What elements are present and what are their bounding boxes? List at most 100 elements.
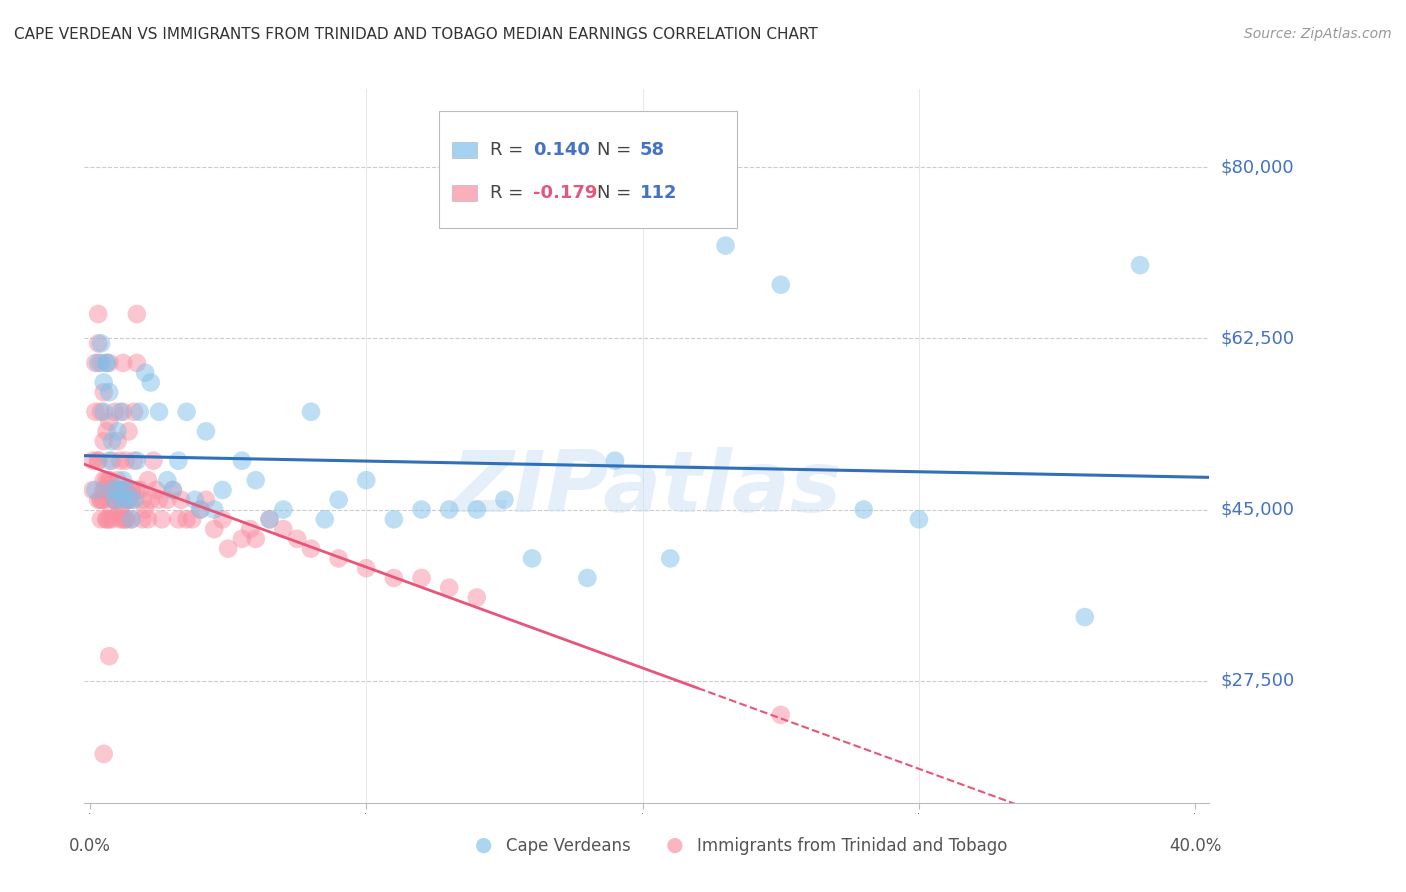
Point bbox=[98, 385, 121, 400]
Point bbox=[354, 473, 377, 487]
Point bbox=[194, 425, 217, 439]
Text: 0.140: 0.140 bbox=[533, 141, 591, 159]
FancyBboxPatch shape bbox=[453, 142, 477, 158]
Point bbox=[150, 512, 173, 526]
Text: $62,500: $62,500 bbox=[1220, 329, 1295, 348]
Point bbox=[239, 522, 262, 536]
Point bbox=[112, 483, 135, 497]
Point bbox=[382, 571, 405, 585]
Point bbox=[107, 483, 129, 497]
Point bbox=[107, 425, 129, 439]
Point bbox=[120, 512, 142, 526]
Point bbox=[908, 512, 931, 526]
Point bbox=[134, 366, 156, 380]
Point bbox=[299, 405, 322, 419]
Point bbox=[125, 356, 148, 370]
Point bbox=[139, 492, 162, 507]
Point bbox=[131, 512, 153, 526]
Text: $80,000: $80,000 bbox=[1220, 159, 1294, 177]
Point bbox=[112, 473, 135, 487]
Point bbox=[190, 502, 212, 516]
Point bbox=[603, 453, 626, 467]
Point bbox=[231, 532, 253, 546]
Point bbox=[96, 356, 118, 370]
Point bbox=[1129, 258, 1152, 272]
Point bbox=[110, 512, 132, 526]
Point bbox=[273, 522, 295, 536]
Point bbox=[84, 483, 107, 497]
Point bbox=[211, 512, 233, 526]
Point bbox=[314, 512, 336, 526]
Point bbox=[411, 571, 433, 585]
Point bbox=[162, 483, 184, 497]
Point bbox=[125, 453, 148, 467]
Point bbox=[112, 512, 135, 526]
Point bbox=[98, 649, 121, 664]
Point bbox=[465, 591, 488, 605]
Point bbox=[167, 512, 190, 526]
Point bbox=[128, 483, 150, 497]
Text: CAPE VERDEAN VS IMMIGRANTS FROM TRINIDAD AND TOBAGO MEDIAN EARNINGS CORRELATION : CAPE VERDEAN VS IMMIGRANTS FROM TRINIDAD… bbox=[14, 27, 818, 42]
Point bbox=[87, 356, 110, 370]
Point bbox=[114, 483, 136, 497]
Point bbox=[96, 425, 118, 439]
Point bbox=[120, 483, 142, 497]
Point bbox=[328, 551, 350, 566]
Point bbox=[259, 512, 281, 526]
Point bbox=[285, 532, 308, 546]
Point bbox=[125, 307, 148, 321]
Text: 112: 112 bbox=[640, 184, 678, 202]
Point bbox=[231, 453, 253, 467]
Point bbox=[273, 502, 295, 516]
Point bbox=[437, 581, 460, 595]
Point bbox=[125, 483, 148, 497]
Point bbox=[202, 502, 225, 516]
Text: 40.0%: 40.0% bbox=[1170, 837, 1222, 855]
Point bbox=[82, 483, 104, 497]
Text: ZIPatlas: ZIPatlas bbox=[451, 447, 842, 531]
Point bbox=[114, 483, 136, 497]
Point bbox=[107, 483, 129, 497]
Point bbox=[190, 502, 212, 516]
Text: N =: N = bbox=[598, 184, 637, 202]
Point bbox=[122, 453, 145, 467]
Point bbox=[84, 405, 107, 419]
Point bbox=[659, 551, 682, 566]
Point bbox=[354, 561, 377, 575]
Point bbox=[107, 483, 129, 497]
Point bbox=[96, 512, 118, 526]
Point bbox=[87, 307, 110, 321]
Point bbox=[170, 492, 193, 507]
Point bbox=[87, 453, 110, 467]
Point bbox=[101, 483, 124, 497]
Point bbox=[181, 512, 204, 526]
Point bbox=[139, 376, 162, 390]
Point bbox=[90, 492, 112, 507]
Point bbox=[93, 405, 115, 419]
Point bbox=[98, 473, 121, 487]
Point bbox=[494, 492, 516, 507]
Point bbox=[142, 453, 165, 467]
Point bbox=[107, 473, 129, 487]
Point bbox=[156, 473, 179, 487]
Point bbox=[769, 707, 792, 722]
Point bbox=[93, 747, 115, 761]
Point bbox=[162, 483, 184, 497]
Point bbox=[82, 453, 104, 467]
Point bbox=[120, 492, 142, 507]
Point bbox=[93, 483, 115, 497]
Point bbox=[117, 425, 139, 439]
Point bbox=[328, 492, 350, 507]
Point bbox=[114, 492, 136, 507]
Point bbox=[184, 492, 207, 507]
Point bbox=[120, 483, 142, 497]
Text: -0.179: -0.179 bbox=[533, 184, 598, 202]
Point bbox=[110, 453, 132, 467]
Point bbox=[87, 453, 110, 467]
Point bbox=[714, 238, 737, 252]
Point bbox=[104, 483, 127, 497]
Point bbox=[437, 502, 460, 516]
Text: $27,500: $27,500 bbox=[1220, 672, 1295, 690]
Point bbox=[167, 453, 190, 467]
Point bbox=[852, 502, 875, 516]
